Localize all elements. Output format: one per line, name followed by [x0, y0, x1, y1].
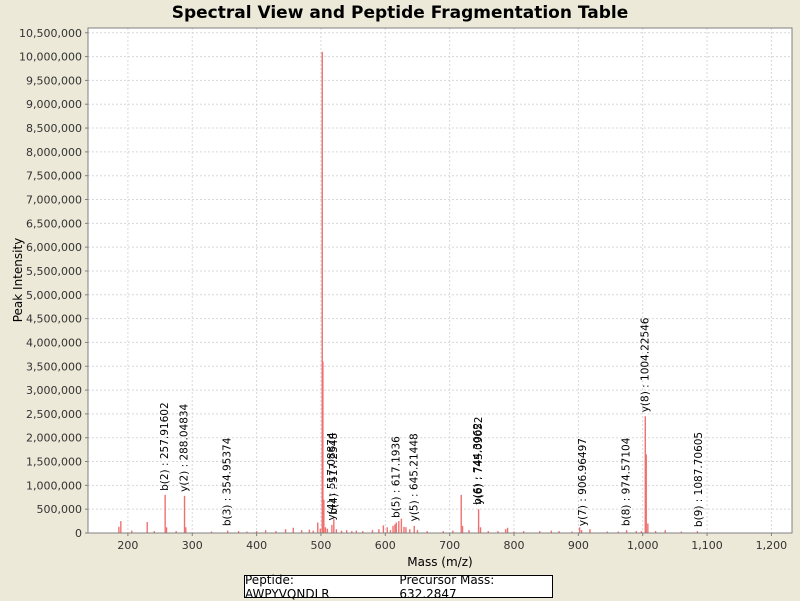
peak-annotation-label: b(5) : 617.1936: [390, 436, 402, 518]
y-tick-label: 6,500,000: [26, 217, 82, 230]
x-axis-label: Mass (m/z): [407, 555, 472, 569]
y-tick-label: 6,000,000: [26, 241, 82, 254]
precursor-mass-label: Precursor Mass: 632.2847: [399, 572, 495, 601]
peak-annotation-label: y(5) : 645.21448: [408, 433, 420, 521]
plot-background: [88, 28, 792, 533]
x-tick-label: 1,000: [627, 539, 659, 552]
x-tick-label: 1,200: [756, 539, 788, 552]
peak-annotations: b(2) : 257.91602 y(2) : 288.04834 b(3) : 3…: [159, 317, 705, 527]
x-tick-label: 500: [310, 539, 331, 552]
y-tick-label: 4,000,000: [26, 336, 82, 349]
x-tick-label: 400: [246, 539, 267, 552]
peak-annotation-label: b(9) : 1087.70605: [693, 432, 705, 527]
y-tick-label: 2,000,000: [26, 432, 82, 445]
peak-annotation-label: b(8) : 974.57104: [620, 437, 632, 526]
y-tick-label: 9,000,000: [26, 98, 82, 111]
y-tick-label: 1,000,000: [26, 479, 82, 492]
y-tick-label: 1,500,000: [26, 456, 82, 469]
y-tick-label: 7,000,000: [26, 194, 82, 207]
peak-annotation-label: b(4) : 517.2548: [328, 433, 340, 515]
y-tick-label: 9,500,000: [26, 74, 82, 87]
grid-lines: [88, 28, 792, 534]
peak-annotation-label: y(6) : 745.09052: [473, 417, 485, 505]
y-tick-label: 2,500,000: [26, 408, 82, 421]
x-tick-label: 200: [117, 539, 138, 552]
peak-annotation-label: y(2) : 288.04834: [179, 403, 191, 491]
y-tick-label: 500,000: [37, 503, 83, 516]
peak-annotation-label: b(6) : 744.3062: [472, 423, 484, 505]
y-tick-label: 10,000,000: [19, 51, 82, 64]
y-tick-label: 10,500,000: [19, 27, 82, 40]
x-tick-label: 700: [439, 539, 460, 552]
x-tick-label: 800: [504, 539, 525, 552]
x-tick-label: 300: [182, 539, 203, 552]
y-tick-label: 8,500,000: [26, 122, 82, 135]
peak-annotation-label: y(8) : 1004.22546: [639, 317, 651, 412]
peptide-label: Peptide: AWPYVQNDLR: [245, 572, 330, 601]
peak-bars: [118, 51, 699, 533]
axis-ticks: 200 300 400 500 600 700 800 900 1,000 1,100 1,200 0…: [19, 27, 787, 552]
y-tick-label: 8,000,000: [26, 146, 82, 159]
y-tick-label: 4,500,000: [26, 313, 82, 326]
y-tick-label: 5,500,000: [26, 265, 82, 278]
legend-box: Peptide: AWPYVQNDLR Precursor Mass: 632.…: [244, 572, 553, 601]
y-axis-label: Peak Intensity: [11, 238, 25, 323]
peak-annotation-label: b(2) : 257.91602: [159, 402, 171, 491]
plot-area-border: [87, 27, 793, 534]
y-tick-label: 5,000,000: [26, 289, 82, 302]
peak-annotation-label: y(7) : 906.96497: [577, 438, 589, 526]
x-tick-label: 900: [568, 539, 589, 552]
x-tick-label: 1,100: [691, 539, 723, 552]
peak-annotation-label: y(4) : 517.08874: [326, 432, 338, 520]
y-tick-label: 3,500,000: [26, 360, 82, 373]
y-tick-label: 7,500,000: [26, 170, 82, 183]
peak-annotation-label: b(3) : 354.95374: [222, 437, 234, 526]
y-tick-label: 3,000,000: [26, 384, 82, 397]
chart-title: Spectral View and Peptide Fragmentation …: [171, 3, 629, 23]
x-tick-label: 600: [375, 539, 396, 552]
y-tick-label: 0: [75, 527, 82, 540]
